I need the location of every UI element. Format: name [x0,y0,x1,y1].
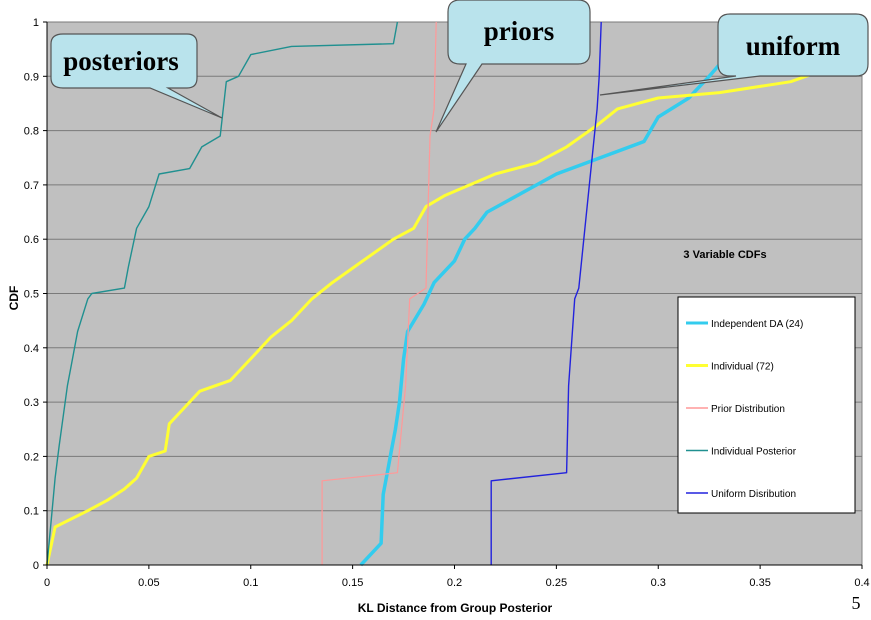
legend-label-prior-distribution: Prior Distribution [711,404,785,415]
callout-uniform-bubble [599,13,869,96]
legend-label-individual-72: Individual (72) [711,362,774,373]
legend-label-independent-da-24: Independent DA (24) [711,319,803,330]
x-tick-label: 0.1 [243,577,258,589]
y-tick-label: 1 [33,17,39,29]
legend-label-uniform-disribution: Uniform Disribution [711,489,796,500]
y-tick-labels: 0 0.1 0.2 0.3 0.4 0.5 0.6 0.7 0.8 0.9 1 [24,17,47,572]
x-tick-label: 0.2 [447,577,462,589]
x-tick-label: 0 [44,577,50,589]
x-tick-label: 0.4 [854,577,869,589]
series-line-individual-72 [45,63,863,566]
x-tick-label: 0.25 [546,577,567,589]
callout-uniform-text: uniform [746,31,841,61]
x-tick-label: 0.35 [749,577,770,589]
legend-box [677,296,856,514]
y-tick-label: 0.9 [24,71,39,83]
x-tick-label: 0.15 [342,577,363,589]
y-axis-title: CDF [7,286,21,311]
chart-title: 3 Variable CDFs [683,249,766,261]
y-tick-label: 0.6 [24,234,39,246]
callout-posteriors-text: posteriors [63,46,178,76]
x-axis-title: KL Distance from Group Posterior [358,601,553,615]
callout-priors-bubble [435,0,591,133]
callout-posteriors: posteriors [50,33,223,119]
y-tick-label: 0.3 [24,397,39,409]
x-tick-label: 0.05 [138,577,159,589]
callout-posteriors-bubble [50,33,223,119]
slide-page-number: 5 [852,593,861,613]
series-line-independent-da-24 [359,58,725,567]
series-line-prior-distribution [321,21,437,565]
callout-priors-text: priors [484,16,555,46]
y-tick-label: 0.1 [24,506,39,518]
x-tick-label: 0.3 [651,577,666,589]
x-tick-labels: 0 0.05 0.1 0.15 0.2 0.25 0.3 0.35 0.4 [44,565,870,589]
y-tick-label: 0.2 [24,451,39,463]
series-line-individual-posterior [46,21,399,566]
callout-uniform: uniform [599,13,869,96]
legend-label-individual-posterior: Individual Posterior [711,447,797,458]
callout-priors: priors [435,0,591,133]
y-tick-label: 0.7 [24,180,39,192]
series-line-uniform-disribution [490,21,602,565]
y-tick-label: 0.8 [24,126,39,138]
series-lines [45,21,863,567]
y-tick-label: 0.4 [24,343,39,355]
y-tick-label: 0 [33,560,39,572]
legend: Independent DA (24) Individual (72) Prior … [677,296,856,514]
y-tick-label: 0.5 [24,289,39,301]
